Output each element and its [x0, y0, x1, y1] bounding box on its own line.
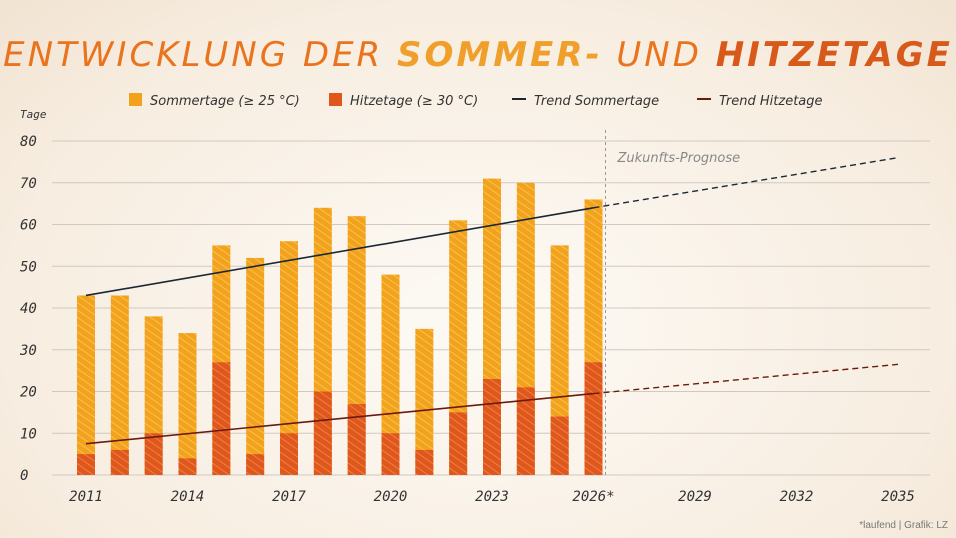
legend-swatch-sommer: [129, 93, 142, 106]
bar-hitzetage: [246, 454, 265, 475]
trend-lines: [85, 157, 899, 445]
x-ticks: 2011 2014 2017 2020 2023 2026* 2029 2032 2035: [69, 489, 915, 505]
y-tick-label: 80: [20, 134, 37, 150]
bar-sommertage: [110, 295, 129, 475]
bar-sommertage: [415, 328, 434, 475]
credit: *laufend | Grafik: LZ: [859, 520, 948, 531]
bar-hitzetage: [212, 362, 231, 475]
x-tick-label: 2035: [881, 489, 915, 505]
bar-hitzetage: [110, 449, 129, 475]
forecast: Zukunfts-Prognose: [605, 130, 741, 475]
x-tick-label: 2026*: [572, 489, 614, 505]
bar-sommertage: [449, 220, 468, 475]
bar-hitzetage: [516, 387, 535, 475]
legend-label-sommer: Sommertage (≥ 25 °C): [150, 94, 300, 109]
trend-hitzetage: [85, 392, 594, 445]
trend-hitzetage-forecast: [593, 363, 899, 395]
bar-hitzetage: [280, 433, 298, 475]
bar-hitzetage: [313, 391, 332, 475]
y-tick-label: 30: [19, 343, 37, 359]
y-tick-label: 50: [20, 259, 37, 275]
bar-hitzetage: [144, 433, 163, 475]
y-tick-label: 20: [20, 385, 37, 401]
x-tick-label: 2032: [780, 489, 814, 505]
trend-sommertage: [85, 207, 594, 297]
legend-swatch-hitze: [329, 93, 342, 106]
x-tick-label: 2023: [475, 489, 509, 505]
y-tick-label: 10: [20, 426, 37, 442]
legend: Sommertage (≥ 25 °C) Hitzetage (≥ 30 °C)…: [129, 93, 823, 109]
y-tick-label: 70: [20, 176, 37, 192]
bar-hitzetage: [178, 458, 197, 475]
y-axis-label: Tage: [20, 108, 47, 121]
legend-label-trend-sommer: Trend Sommertage: [534, 94, 659, 109]
bar-hitzetage: [347, 404, 366, 475]
title-part-3: UND: [603, 35, 716, 75]
x-tick-label: 2020: [374, 489, 408, 505]
forecast-label: Zukunfts-Prognose: [617, 151, 741, 166]
y-tick-label: 60: [20, 218, 37, 234]
y-tick-label: 40: [20, 301, 37, 317]
bar-sommertage: [381, 274, 400, 475]
bar-hitzetage: [77, 454, 95, 475]
x-tick-label: 2017: [272, 489, 306, 505]
bar-hitzetage: [415, 449, 434, 475]
title-part-1: ENTWICKLUNG DER: [3, 35, 397, 75]
bar-hitzetage: [550, 416, 569, 475]
x-tick-label: 2014: [171, 489, 205, 505]
legend-label-trend-hitze: Trend Hitzetage: [719, 94, 823, 109]
bar-hitzetage: [483, 378, 501, 475]
bars: [77, 178, 603, 476]
chart-title: ENTWICKLUNG DER SOMMER- UND HITZETAGE: [3, 35, 953, 75]
x-tick-label: 2011: [69, 489, 103, 505]
bar-sommertage: [246, 257, 265, 475]
title-part-2: SOMMER-: [397, 35, 603, 75]
title-part-4: HITZETAGE: [716, 35, 953, 75]
bar-hitzetage: [381, 433, 400, 475]
bar-sommertage: [280, 241, 298, 475]
bar-sommertage: [77, 295, 95, 475]
y-ticks: 0 10 20 30 40 50 60 70 80: [19, 134, 37, 484]
legend-label-hitze: Hitzetage (≥ 30 °C): [350, 94, 478, 109]
bar-sommertage: [178, 333, 197, 475]
y-tick-label: 0: [20, 468, 28, 484]
bar-hitzetage: [449, 412, 468, 475]
trend-sommertage-forecast: [593, 157, 899, 209]
bar-hitzetage: [584, 362, 603, 475]
x-tick-label: 2029: [678, 489, 712, 505]
